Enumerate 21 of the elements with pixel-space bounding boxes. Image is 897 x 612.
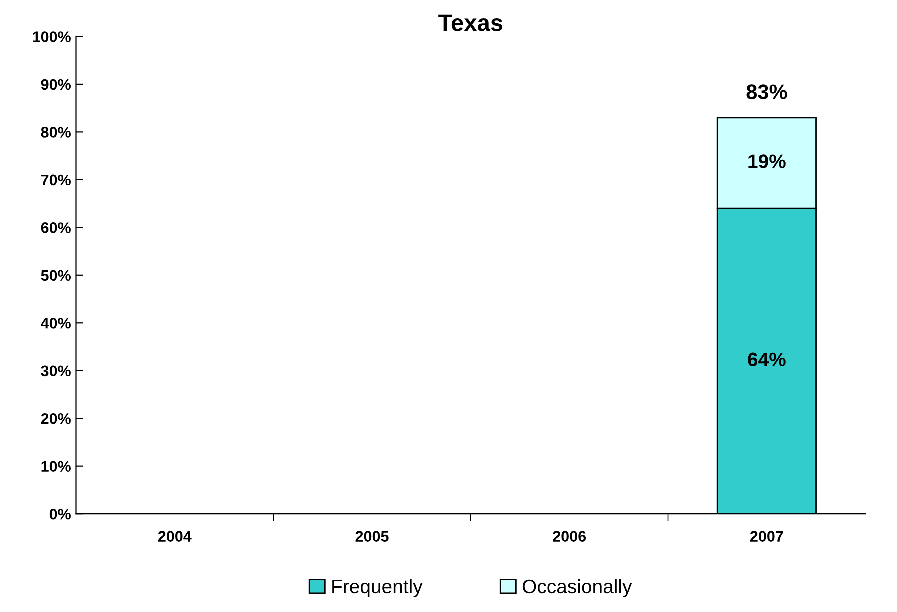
y-tick-label: 40% — [41, 318, 71, 329]
y-tick-label: 60% — [41, 222, 71, 234]
x-tick-label: 2005 — [356, 531, 389, 542]
total-label: 83% — [746, 84, 788, 100]
y-tick-label: 10% — [42, 461, 71, 472]
y-tick-label: 30% — [41, 366, 71, 377]
x-tick-label: 2006 — [553, 531, 586, 542]
y-tick-label: 50% — [41, 270, 71, 282]
data-label: 19% — [748, 154, 786, 168]
y-tick-label: 0% — [50, 508, 71, 520]
chart-title: Texas — [438, 14, 503, 32]
x-tick-label: 2004 — [158, 531, 192, 542]
x-tick-label: 2007 — [750, 531, 784, 542]
data-label: 64% — [748, 352, 786, 367]
y-tick-label: 90% — [41, 79, 71, 90]
legend-label: Occasionally — [522, 579, 632, 598]
y-tick-label: 80% — [41, 127, 71, 138]
y-tick-label: 100% — [33, 32, 71, 42]
y-tick-label: 70% — [41, 174, 71, 186]
legend-label: Frequently — [332, 579, 423, 598]
y-tick-label: 20% — [41, 413, 71, 424]
